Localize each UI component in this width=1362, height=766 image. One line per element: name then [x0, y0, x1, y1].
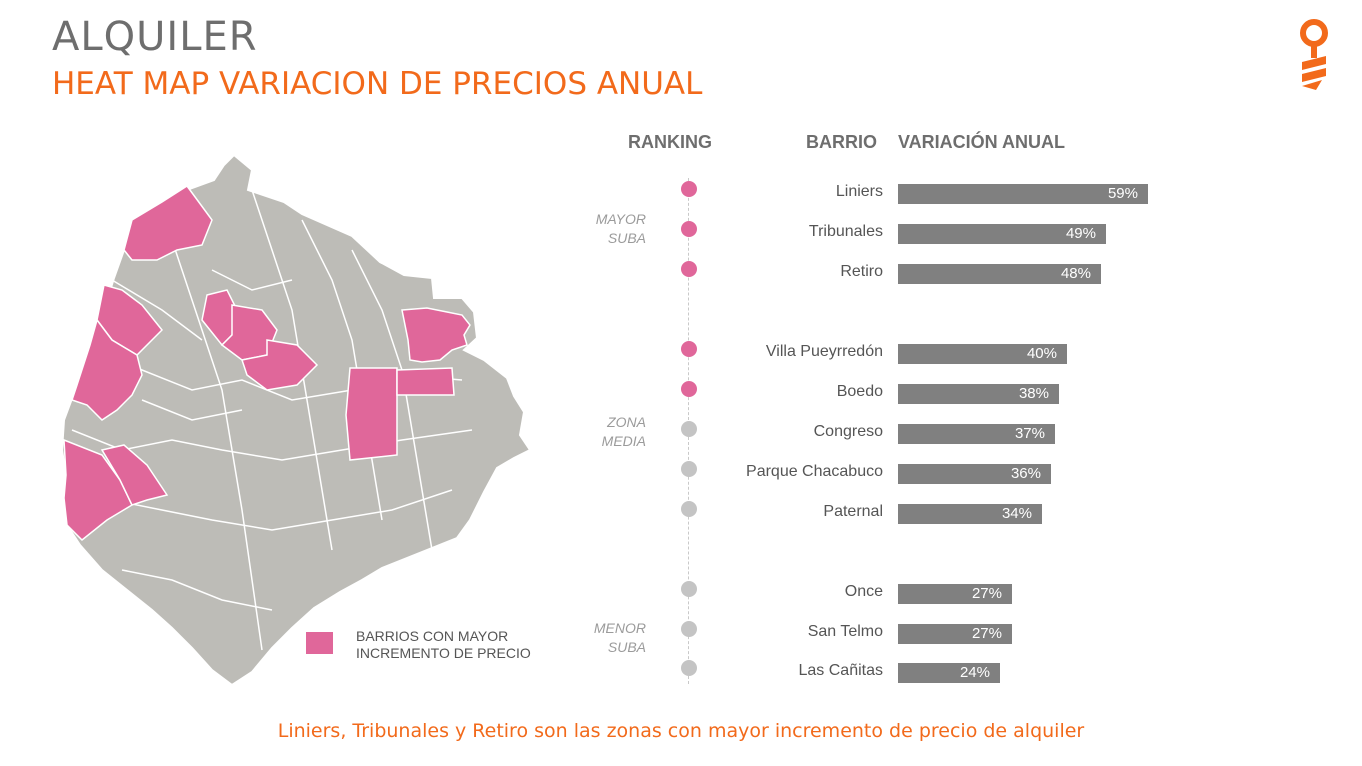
variation-bar: 37% — [898, 424, 1055, 444]
highlighted-barrios — [63, 184, 471, 542]
column-header-ranking: RANKING — [628, 132, 712, 152]
rank-dot — [681, 621, 697, 637]
variation-bar: 34% — [898, 504, 1042, 524]
barrio-name: Paternal — [823, 503, 883, 520]
zone-label-menor-suba: MENOR SUBA — [593, 620, 646, 655]
column-header-barrio: BARRIO — [806, 132, 877, 152]
barrio-name: San Telmo — [807, 623, 883, 640]
barrio-name: Retiro — [840, 263, 883, 280]
variation-bar: 27% — [898, 624, 1012, 644]
page-subtitle: HEAT MAP VARIACION DE PRECIOS ANUAL — [52, 66, 703, 102]
variation-bar: 49% — [898, 224, 1106, 244]
variation-value-label: 48% — [1060, 265, 1091, 282]
rank-dot — [681, 461, 697, 477]
variation-bar: 40% — [898, 344, 1067, 364]
rank-dot — [681, 181, 697, 197]
variation-bar: 59% — [898, 184, 1148, 204]
rank-dot — [681, 581, 697, 597]
variation-value-label: 49% — [1065, 225, 1096, 242]
variation-bar: 36% — [898, 464, 1051, 484]
rank-dot — [681, 221, 697, 237]
page-title: ALQUILER — [52, 14, 258, 60]
barrio-name: Boedo — [836, 383, 883, 400]
rank-dot — [681, 381, 697, 397]
barrio-name: Congreso — [813, 423, 883, 440]
column-header-variacion: VARIACIÓN ANUAL — [898, 132, 1065, 152]
barrio-name: Liniers — [835, 183, 883, 200]
variation-bar: 24% — [898, 663, 1000, 683]
barrio-name: Once — [844, 583, 883, 600]
buenos-aires-map — [60, 153, 532, 687]
rank-dot — [681, 501, 697, 517]
rank-dot — [681, 261, 697, 277]
rank-dot — [681, 341, 697, 357]
variation-value-label: 36% — [1010, 465, 1041, 482]
legend-swatch — [306, 632, 333, 654]
variation-value-label: 27% — [971, 625, 1002, 642]
variation-value-label: 38% — [1018, 385, 1049, 402]
barrio-name: Parque Chacabuco — [746, 463, 883, 480]
legend-label: BARRIOS CON MAYOR INCREMENTO DE PRECIO — [356, 628, 531, 661]
variation-bar: 27% — [898, 584, 1012, 604]
barrio-name: Las Cañitas — [798, 662, 884, 679]
variation-value-label: 24% — [959, 664, 990, 681]
rank-dot — [681, 660, 697, 676]
variation-value-label: 40% — [1026, 345, 1057, 362]
barrio-name: Villa Pueyrredón — [765, 343, 883, 360]
rank-dot — [681, 421, 697, 437]
variation-bar: 38% — [898, 384, 1059, 404]
variation-value-label: 34% — [1001, 505, 1032, 522]
variation-value-label: 37% — [1014, 425, 1045, 442]
key-logo-icon — [1300, 19, 1328, 90]
variation-bar: 48% — [898, 264, 1101, 284]
barrio-name: Tribunales — [808, 223, 883, 240]
variation-value-label: 27% — [971, 585, 1002, 602]
variation-value-label: 59% — [1107, 185, 1138, 202]
footer-caption: Liniers, Tribunales y Retiro son las zon… — [277, 720, 1085, 742]
zone-label-zona-media: ZONA MEDIA — [601, 414, 646, 449]
zone-label-mayor-suba: MAYOR SUBA — [595, 211, 646, 246]
